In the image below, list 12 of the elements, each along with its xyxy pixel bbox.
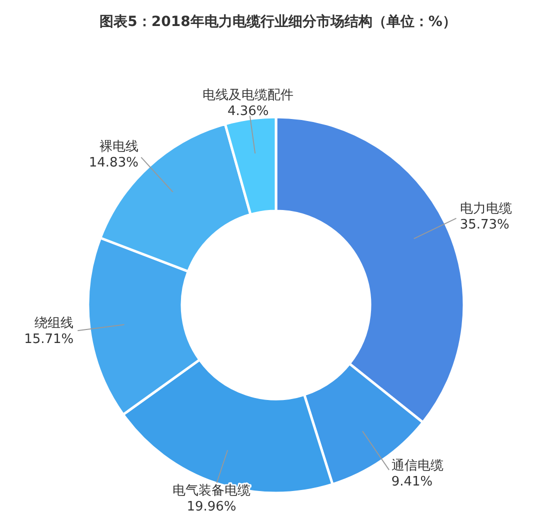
data-label: 15.71% bbox=[24, 332, 74, 348]
data-label: 9.41% bbox=[391, 474, 433, 490]
slice-label: 电力电缆 bbox=[460, 202, 512, 217]
data-label: 4.36% bbox=[227, 104, 269, 119]
slice-label: 通信电缆 bbox=[391, 458, 444, 474]
data-label: 35.73% bbox=[460, 218, 510, 233]
data-label: 14.83% bbox=[88, 155, 138, 170]
slice-label: 绕组线 bbox=[34, 316, 74, 332]
slice-label: 电线及电缆配件 bbox=[202, 88, 294, 103]
data-label: 19.96% bbox=[186, 500, 236, 515]
slice-label: 裸电线 bbox=[99, 139, 138, 154]
chart-title: 图表5：2018年电力电缆行业细分市场结构（单位：%） bbox=[100, 13, 456, 30]
